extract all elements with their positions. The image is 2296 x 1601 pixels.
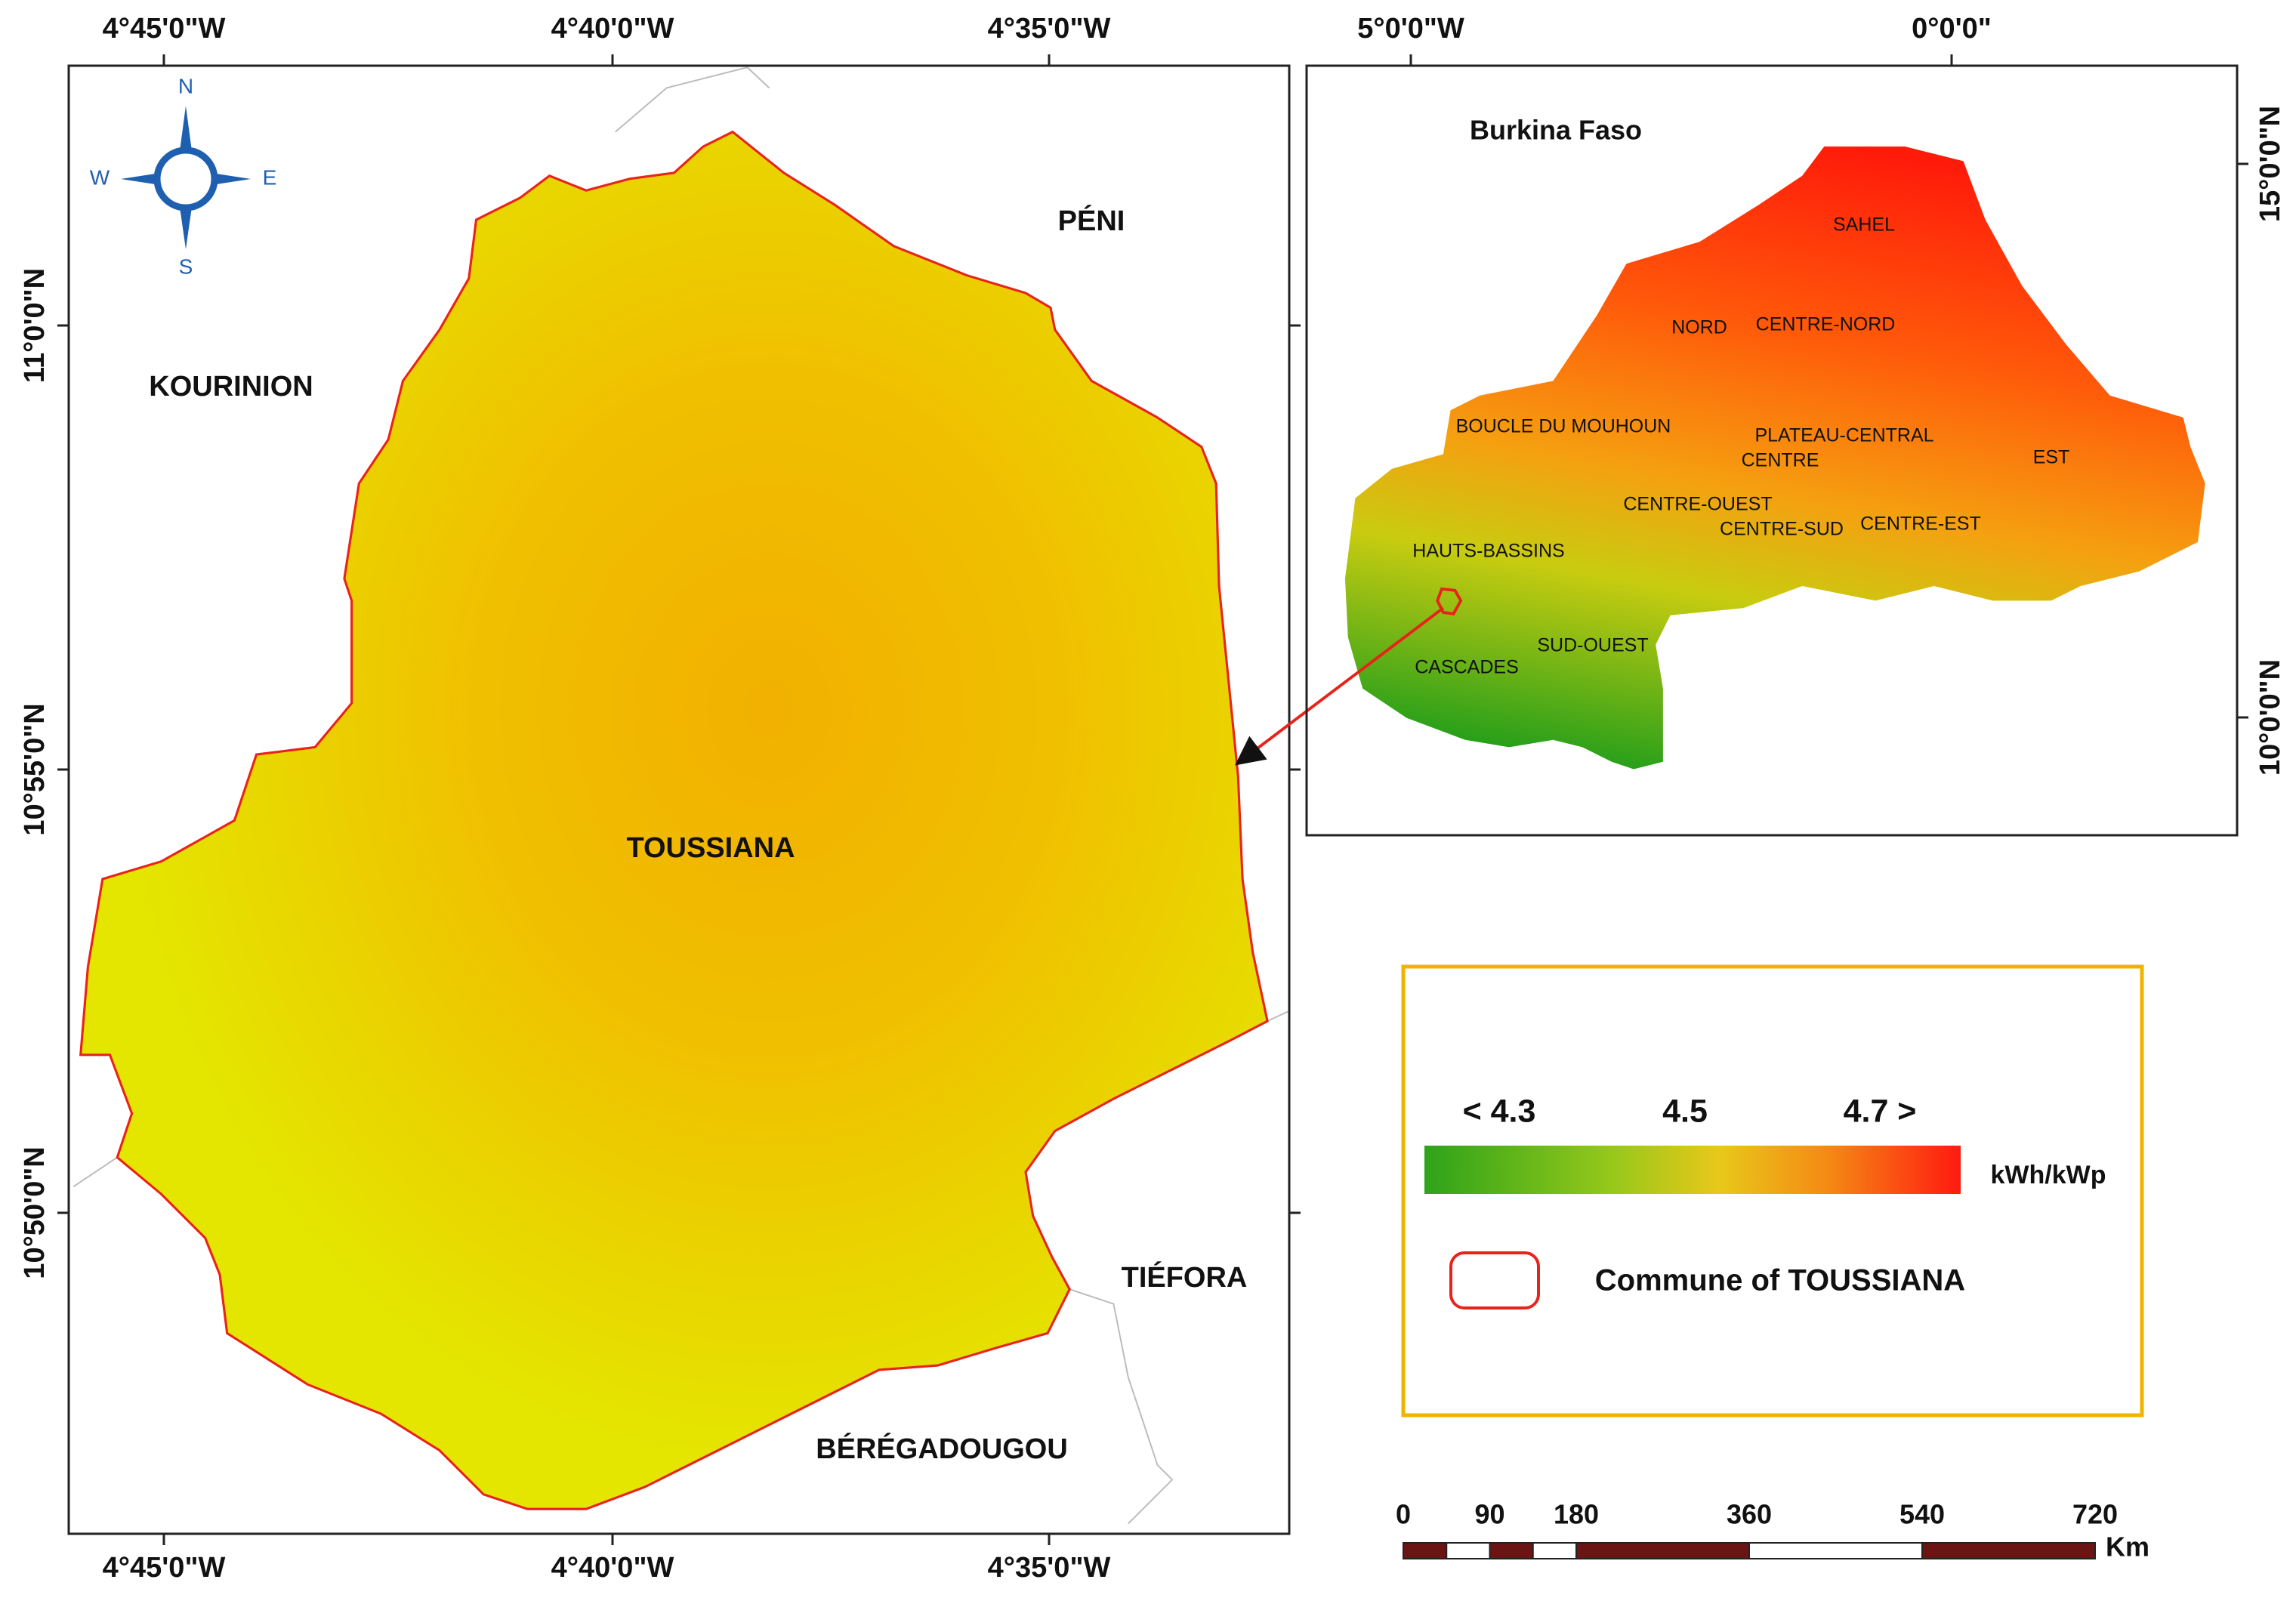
scale-segment	[1921, 1542, 2096, 1559]
region-label: CENTRE-OUEST	[1623, 494, 1772, 515]
inset-top-coordinate-label: 5°0'0"W	[1357, 13, 1464, 45]
compass-letter: S	[179, 254, 193, 278]
inset-top-coordinate-label: 0°0'0"	[1912, 13, 1992, 45]
region-label: HAUTS-BASSINS	[1412, 541, 1564, 562]
legend-color-ramp	[1424, 1146, 1961, 1194]
scale-segment	[1748, 1542, 1923, 1559]
compass-letter: N	[178, 74, 193, 97]
bottom-coordinate-label: 4°45'0"W	[103, 1552, 226, 1584]
top-coordinate-label: 4°40'0"W	[551, 13, 674, 45]
left-coordinate-label: 10°50'0"N	[19, 1146, 51, 1279]
region-label: CENTRE-SUD	[1720, 519, 1844, 540]
legend-commune-label: Commune of TOUSSIANA	[1595, 1264, 1965, 1297]
bottom-coordinate-label: 4°40'0"W	[551, 1552, 674, 1584]
scale-tick-label: 720	[2072, 1499, 2118, 1530]
region-label: SUD-OUEST	[1537, 635, 1648, 656]
place-label: KOURINION	[149, 371, 313, 403]
left-coordinate-label: 11°0'0"N	[19, 268, 51, 383]
region-label: CASCADES	[1415, 657, 1519, 678]
scale-tick-label: 360	[1727, 1499, 1772, 1530]
top-coordinate-label: 4°45'0"W	[103, 13, 226, 45]
place-label: PÉNI	[1058, 204, 1125, 237]
region-label: BOUCLE DU MOUHOUN	[1456, 416, 1671, 437]
scale-tick-label: 0	[1396, 1499, 1411, 1530]
main-frame	[67, 64, 1291, 1535]
scale-segment	[1575, 1542, 1750, 1559]
compass-letter: W	[90, 165, 110, 189]
region-label: CENTRE-EST	[1860, 514, 1981, 535]
region-label: CENTRE-NORD	[1756, 314, 1896, 335]
place-label: TIÉFORA	[1122, 1260, 1248, 1294]
scale-segment	[1403, 1542, 1448, 1559]
toussiana-marker	[1436, 587, 1463, 615]
place-label: TOUSSIANA	[626, 832, 795, 864]
legend-unit: kWh/kWp	[1991, 1161, 2106, 1189]
top-coordinate-label: 4°35'0"W	[988, 13, 1111, 45]
legend-tick-label: 4.7 >	[1844, 1093, 1917, 1129]
compass-letter: E	[263, 165, 277, 189]
inset-title: Burkina Faso	[1470, 115, 1642, 146]
legend-frame	[1401, 964, 2144, 1417]
region-label: PLATEAU-CENTRAL	[1754, 425, 1933, 446]
compass-rose	[121, 106, 251, 249]
inset-right-coordinate-label: 15°0'0"N	[2254, 106, 2286, 222]
scale-tick-label: 540	[1899, 1499, 1945, 1530]
left-coordinate-label: 10°55'0"N	[19, 703, 51, 835]
scale-tick-label: 180	[1554, 1499, 1599, 1530]
burkina-faso	[1344, 147, 2205, 770]
inset-right-coordinate-label: 10°0'0"N	[2254, 659, 2286, 776]
place-label: BÉRÉGADOUGOU	[816, 1432, 1068, 1465]
commune-toussiana	[79, 130, 1269, 1510]
region-label: EST	[2033, 447, 2070, 468]
region-label: SAHEL	[1833, 214, 1895, 236]
background-boundaries	[73, 66, 1290, 1525]
legend-tick-label: 4.5	[1662, 1093, 1708, 1129]
bottom-coordinate-label: 4°35'0"W	[988, 1552, 1111, 1584]
scale-tick-label: 90	[1474, 1499, 1504, 1530]
inset-frame	[1305, 64, 2239, 837]
locator-arrow	[1235, 606, 1445, 766]
region-label: CENTRE	[1742, 450, 1819, 471]
scale-segment	[1489, 1542, 1534, 1559]
scale-segment	[1532, 1542, 1577, 1559]
scale-segment	[1446, 1542, 1491, 1559]
legend	[1401, 964, 2144, 1417]
main-map	[67, 64, 1291, 1535]
legend-commune-symbol	[1449, 1251, 1540, 1309]
legend-tick-label: < 4.3	[1463, 1093, 1536, 1129]
inset-map	[1235, 64, 2239, 837]
scale-unit: Km	[2106, 1532, 2149, 1562]
region-label: NORD	[1671, 317, 1727, 338]
